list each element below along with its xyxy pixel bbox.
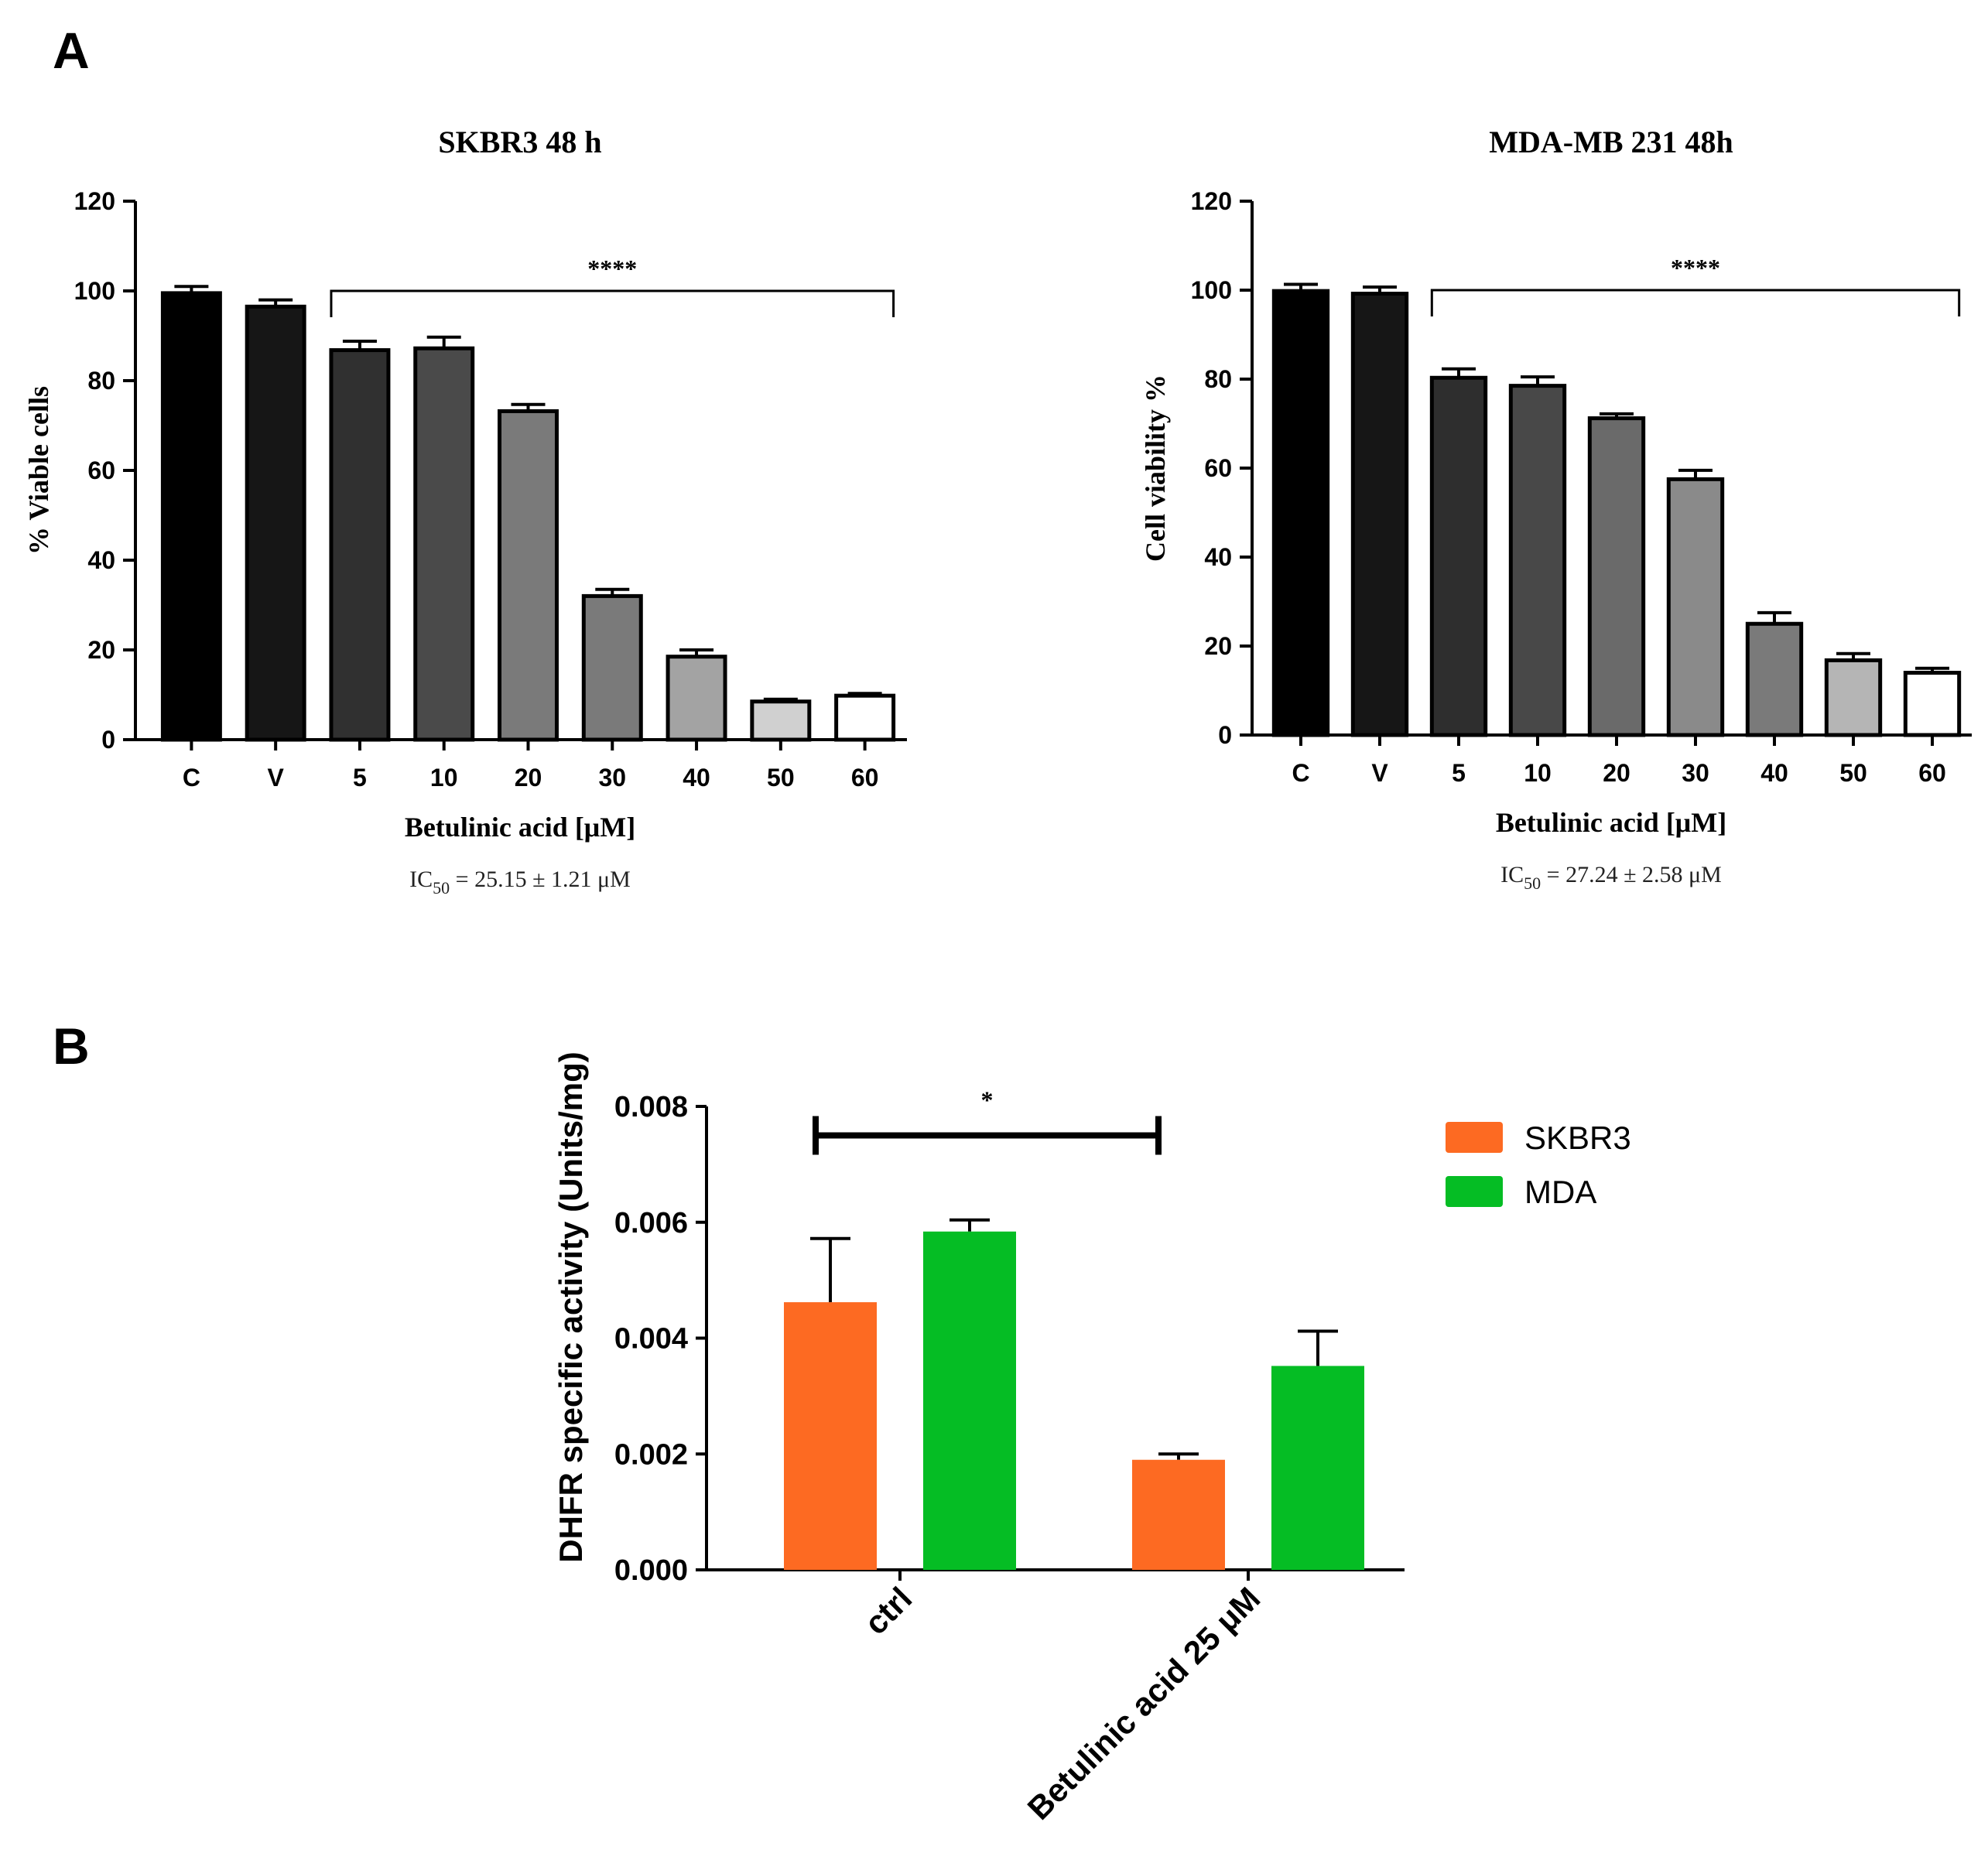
- bar: [1903, 671, 1962, 737]
- y-tick-label: 0: [1218, 721, 1232, 749]
- significance-bracket: [330, 289, 895, 317]
- bar: [1508, 384, 1567, 737]
- bar: [1350, 292, 1409, 737]
- legend-swatch-mda: [1446, 1176, 1503, 1207]
- bar: [750, 699, 812, 742]
- ic50-label: IC50 = 25.15 ± 1.21 μM: [409, 867, 631, 898]
- y-tick-label: 120: [74, 187, 115, 215]
- x-tick-label: Betulinic acid 25 μM: [1021, 1580, 1268, 1827]
- chart-title: MDA-MB 231 48h: [1489, 125, 1733, 159]
- y-tick-label: 80: [87, 367, 115, 395]
- x-tick-label: 30: [1682, 759, 1709, 787]
- bar: [1824, 658, 1883, 737]
- bar: [1587, 416, 1646, 737]
- y-tick-label: 40: [87, 546, 115, 574]
- significance-label: ****: [587, 255, 637, 282]
- bar-mda: [1271, 1366, 1364, 1570]
- y-tick-label: 40: [1204, 543, 1232, 571]
- significance-label: *: [981, 1086, 994, 1113]
- x-tick-label: 20: [515, 764, 542, 792]
- y-axis-label: % Viable cells: [23, 386, 54, 555]
- y-tick-label: 0.002: [614, 1438, 688, 1471]
- bar: [1745, 621, 1804, 737]
- x-tick-label: V: [267, 764, 284, 792]
- legend-label-skbr3: SKBR3: [1524, 1120, 1631, 1156]
- legend-swatch-skbr3: [1446, 1122, 1503, 1153]
- y-tick-label: 0.000: [614, 1554, 688, 1587]
- chart-dhfr-activity: 0.000 0.002 0.004 0.006 0.008 DHFR specific a…: [553, 1051, 1631, 1827]
- x-axis-label: Betulinic acid [μM]: [1496, 807, 1726, 838]
- chart-mda-viability: MDA-MB 231 48h 0 20 40 60 80 100 120 Cell viabil…: [1140, 125, 1972, 893]
- y-axis-label: DHFR specific activity (Units/mg): [553, 1051, 589, 1562]
- bar: [666, 655, 727, 742]
- y-tick-label: 0: [101, 726, 115, 754]
- bar: [834, 693, 896, 742]
- bar-skbr3: [784, 1302, 877, 1570]
- y-tick-label: 20: [87, 636, 115, 664]
- x-tick-label: 10: [1524, 759, 1552, 787]
- significance-label: ****: [1671, 254, 1720, 282]
- y-axis-label: Cell viability %: [1140, 374, 1171, 562]
- x-tick-label: 10: [430, 764, 458, 792]
- y-tick-label: 100: [1191, 276, 1232, 304]
- bar: [581, 593, 643, 742]
- x-tick-label: 60: [851, 764, 879, 792]
- x-tick-label: 50: [767, 764, 795, 792]
- panel-label-a: A: [53, 22, 90, 79]
- legend-label-mda: MDA: [1524, 1174, 1596, 1210]
- x-tick-label: 40: [1760, 759, 1788, 787]
- bar: [1429, 375, 1488, 737]
- bar: [245, 304, 306, 742]
- x-tick-label: V: [1371, 759, 1388, 787]
- bar: [329, 348, 391, 742]
- x-tick-label: 40: [683, 764, 710, 792]
- y-tick-label: 20: [1204, 632, 1232, 660]
- chart-skbr3-viability: SKBR3 48 h 0 20 40 60 80 100 120 % Viable cells C…: [23, 125, 907, 898]
- bar: [1666, 477, 1725, 737]
- y-tick-label: 0.008: [614, 1091, 688, 1123]
- ic50-label: IC50 = 27.24 ± 2.58 μM: [1500, 862, 1722, 893]
- bar: [498, 409, 559, 742]
- y-tick-label: 120: [1191, 187, 1232, 215]
- significance-bracket: [1430, 289, 1961, 316]
- x-tick-label: 50: [1839, 759, 1867, 787]
- x-tick-label: 60: [1918, 759, 1946, 787]
- bar: [1271, 289, 1330, 737]
- x-tick-label: C: [183, 764, 200, 792]
- x-tick-label: C: [1292, 759, 1309, 787]
- bar: [413, 346, 475, 742]
- y-tick-label: 60: [1204, 454, 1232, 482]
- y-tick-label: 60: [87, 456, 115, 484]
- y-tick-label: 0.004: [614, 1323, 688, 1356]
- y-tick-label: 100: [74, 277, 115, 305]
- x-tick-label: 20: [1603, 759, 1630, 787]
- x-axis-label: Betulinic acid [μM]: [405, 812, 635, 843]
- chart-title: SKBR3 48 h: [438, 125, 601, 159]
- bar-skbr3: [1132, 1459, 1225, 1570]
- bar-mda: [923, 1231, 1016, 1570]
- x-tick-label: 5: [353, 764, 367, 792]
- y-tick-label: 0.006: [614, 1207, 688, 1239]
- bar: [160, 291, 222, 742]
- x-tick-label: 5: [1452, 759, 1466, 787]
- panel-label-b: B: [53, 1017, 90, 1075]
- x-tick-label: ctrl: [857, 1580, 919, 1641]
- x-tick-label: 30: [598, 764, 626, 792]
- y-tick-label: 80: [1204, 365, 1232, 393]
